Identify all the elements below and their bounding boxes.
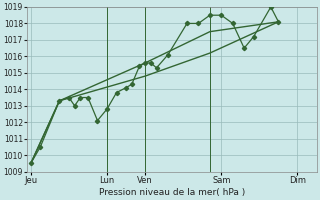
X-axis label: Pression niveau de la mer( hPa ): Pression niveau de la mer( hPa ) xyxy=(99,188,245,197)
